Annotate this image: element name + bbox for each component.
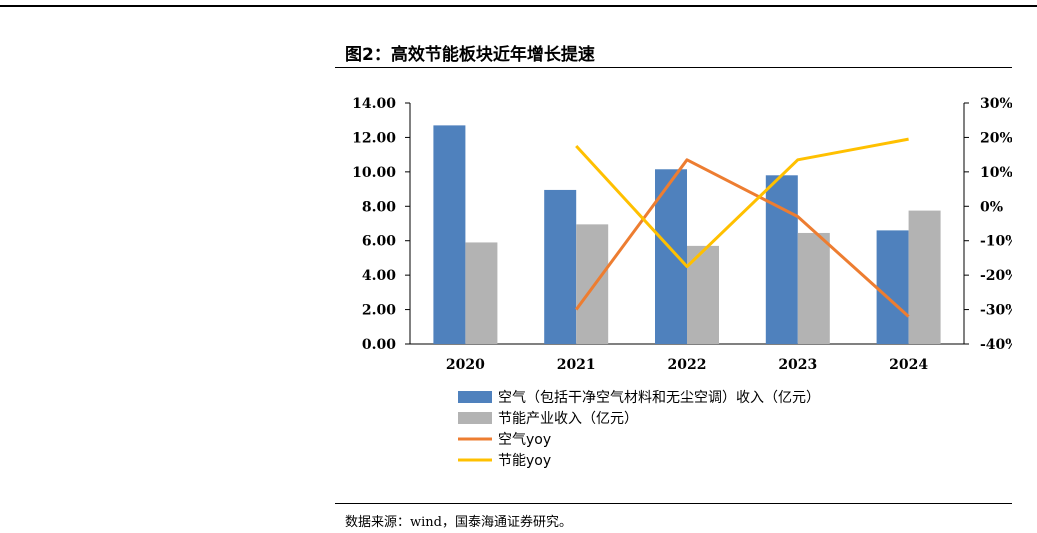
bar-series-2 xyxy=(576,224,609,344)
top-rule xyxy=(0,5,1037,7)
chart-legend: 空气（包括干净空气材料和无尘空调）收入（亿元） 节能产业收入（亿元） 空气yoy 节能… xyxy=(458,390,820,469)
source-rule xyxy=(335,503,1012,504)
right-tick-label: -10% xyxy=(980,234,1019,250)
right-tick-label: -20% xyxy=(980,268,1019,284)
figure-title: 图2：高效节能板块近年增长提速 xyxy=(345,45,595,65)
bar-series-2 xyxy=(797,232,830,344)
legend-label-1: 空气（包括干净空气材料和无尘空调）收入（亿元） xyxy=(498,390,820,406)
left-tick-label: 14.00 xyxy=(352,96,396,112)
legend-label-2: 节能产业收入（亿元） xyxy=(498,411,638,427)
right-tick-label: -30% xyxy=(980,303,1019,319)
x-tick-label: 2024 xyxy=(889,357,928,373)
right-tick-label: -40% xyxy=(980,337,1019,353)
chart-tick-labels: 0.00 2.00 4.00 6.00 8.00 10.00 12.00 14.00 -40% -… xyxy=(352,96,1019,373)
bar-series-2 xyxy=(908,210,941,344)
x-tick-label: 2022 xyxy=(668,357,707,373)
left-tick-label: 6.00 xyxy=(362,234,396,250)
left-tick-label: 12.00 xyxy=(352,130,396,146)
line-series-2 xyxy=(575,137,909,269)
title-rule xyxy=(335,67,1012,68)
bar-series-1 xyxy=(765,175,798,344)
x-tick-label: 2020 xyxy=(446,357,485,373)
bar-series-1 xyxy=(433,125,466,344)
chart-lines xyxy=(574,137,910,318)
right-tick-label: 10% xyxy=(980,165,1013,181)
left-tick-label: 4.00 xyxy=(362,268,396,284)
source-note: 数据来源：wind，国泰海通证券研究。 xyxy=(345,515,572,530)
bar-series-2 xyxy=(465,242,498,344)
legend-swatch-1 xyxy=(458,391,492,403)
x-tick-label: 2023 xyxy=(778,357,817,373)
right-tick-label: 20% xyxy=(980,130,1013,146)
bar-series-1 xyxy=(876,230,909,344)
left-tick-label: 2.00 xyxy=(362,303,396,319)
left-tick-label: 8.00 xyxy=(362,199,396,215)
x-tick-label: 2021 xyxy=(557,357,596,373)
bar-series-1 xyxy=(655,169,687,344)
legend-swatch-2 xyxy=(458,412,492,424)
bar-series-1 xyxy=(544,189,577,344)
left-tick-label: 0.00 xyxy=(362,337,396,353)
left-tick-label: 10.00 xyxy=(352,165,396,181)
legend-label-3: 空气yoy xyxy=(498,432,551,448)
line-series-1 xyxy=(574,158,910,318)
right-tick-label: 30% xyxy=(980,96,1013,112)
chart-bars xyxy=(433,125,941,344)
legend-label-4: 节能yoy xyxy=(498,453,551,469)
right-tick-label: 0% xyxy=(980,199,1003,215)
